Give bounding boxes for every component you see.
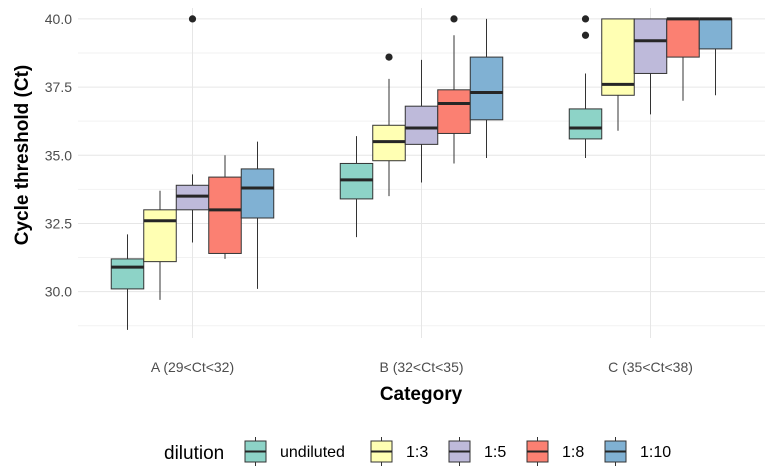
x-tick-label: A (29<Ct<32) (151, 359, 234, 375)
outlier-point (581, 15, 590, 23)
box-2-1 (601, 18, 635, 131)
outlier-point (188, 15, 197, 23)
x-tick-label: C (35<Ct<38) (608, 359, 693, 375)
box-1-0 (339, 136, 374, 238)
legend: dilution undiluted 1:3 1:5 1:8 1:10 (164, 437, 671, 466)
legend-item-2: 1:5 (448, 437, 506, 466)
box-body (437, 89, 471, 134)
box-2-0 (568, 15, 603, 158)
box-body (633, 18, 668, 74)
legend-item-3: 1:8 (526, 437, 584, 466)
outlier-point (385, 53, 393, 61)
outlier-point (581, 31, 590, 39)
box-2-4 (698, 17, 733, 96)
x-tick-label: B (32<Ct<35) (379, 359, 463, 375)
box-body (110, 258, 145, 290)
box-body (568, 108, 603, 140)
box-2-2 (633, 18, 668, 115)
box-body (469, 56, 504, 121)
legend-label: undiluted (280, 444, 345, 461)
box-body (666, 18, 700, 58)
box-body (698, 18, 733, 50)
y-tick-label: 37.5 (45, 79, 72, 95)
legend-label: 1:3 (406, 444, 428, 461)
legend-item-0: undiluted (244, 437, 345, 466)
outlier-point (450, 15, 458, 23)
box-body (143, 209, 177, 263)
legend-label: 1:10 (640, 444, 671, 461)
boxes (110, 15, 733, 330)
box-body (240, 168, 275, 219)
box-body (404, 105, 439, 145)
box-1-4 (469, 18, 504, 158)
y-tick-label: 40.0 (45, 11, 72, 27)
y-tick-label: 35.0 (45, 147, 72, 163)
legend-label: 1:8 (562, 444, 584, 461)
box-0-4 (240, 141, 275, 289)
box-0-2 (175, 15, 210, 243)
legend-item-1: 1:3 (370, 437, 428, 466)
y-axis-ticks: 30.0 32.5 35.0 37.5 40.0 (45, 11, 72, 300)
legend-label: 1:5 (484, 444, 506, 461)
legend-title: dilution (164, 443, 224, 464)
box-2-3 (666, 17, 700, 101)
x-axis-ticks: A (29<Ct<32) B (32<Ct<35) C (35<Ct<38) (151, 359, 693, 375)
box-1-1 (372, 53, 406, 197)
y-axis-title: Cycle threshold (Ct) (12, 65, 33, 246)
box-0-1 (143, 190, 177, 300)
legend-item-4: 1:10 (604, 437, 671, 466)
box-1-2 (404, 59, 439, 183)
box-0-0 (110, 234, 145, 330)
x-axis-title: Category (380, 384, 463, 405)
box-1-3 (437, 15, 471, 164)
box-0-3 (208, 155, 242, 259)
box-body (601, 18, 635, 96)
y-tick-label: 32.5 (45, 215, 72, 231)
y-tick-label: 30.0 (45, 284, 72, 300)
box-body (208, 176, 242, 254)
